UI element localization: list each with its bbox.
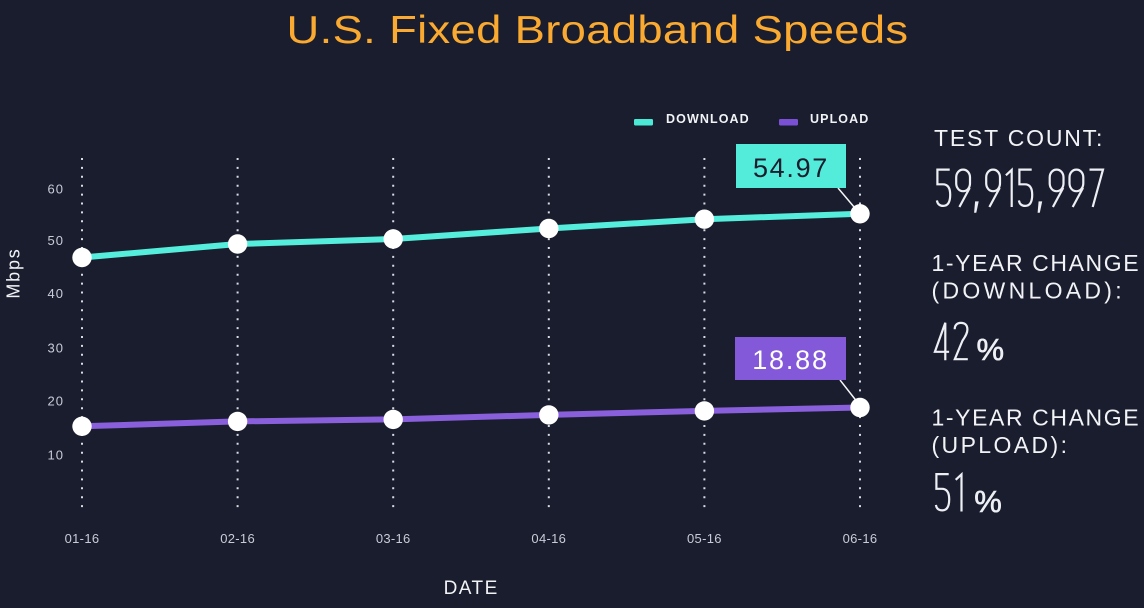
svg-text:TEST COUNT:: TEST COUNT: — [934, 125, 1104, 151]
svg-text:60: 60 — [48, 182, 64, 197]
svg-text:DOWNLOAD: DOWNLOAD — [666, 112, 750, 126]
svg-text:02-16: 02-16 — [220, 531, 255, 546]
svg-text:18.88: 18.88 — [752, 345, 829, 375]
svg-text:03-16: 03-16 — [376, 531, 411, 546]
svg-text:%: % — [977, 332, 1005, 367]
svg-text:1-YEAR CHANGE: 1-YEAR CHANGE — [932, 250, 1141, 276]
svg-text:04-16: 04-16 — [531, 531, 566, 546]
svg-text:06-16: 06-16 — [843, 531, 878, 546]
svg-text:DATE: DATE — [444, 578, 499, 599]
svg-text:U.S. Fixed Broadband Speeds: U.S. Fixed Broadband Speeds — [287, 8, 909, 51]
svg-text:(DOWNLOAD):: (DOWNLOAD): — [932, 278, 1125, 304]
svg-text:40: 40 — [48, 286, 64, 301]
svg-text:01-16: 01-16 — [65, 531, 100, 546]
svg-text:10: 10 — [48, 448, 64, 463]
svg-text:%: % — [974, 484, 1002, 519]
svg-text:(UPLOAD):: (UPLOAD): — [932, 432, 1070, 458]
svg-text:Mbps: Mbps — [4, 247, 24, 298]
svg-text:05-16: 05-16 — [687, 531, 722, 546]
svg-text:1-YEAR CHANGE: 1-YEAR CHANGE — [932, 405, 1141, 431]
svg-text:54.97: 54.97 — [753, 153, 829, 183]
svg-text:UPLOAD: UPLOAD — [810, 112, 869, 126]
svg-text:50: 50 — [48, 233, 64, 248]
svg-text:20: 20 — [48, 394, 64, 409]
svg-text:30: 30 — [48, 341, 64, 356]
